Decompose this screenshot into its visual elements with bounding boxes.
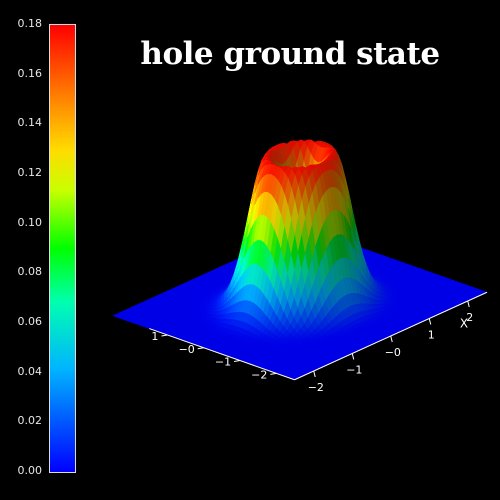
x-tick-label: −0 — [385, 346, 401, 359]
y-axis-tick — [197, 347, 204, 350]
x-tick-label: 2 — [466, 311, 473, 324]
colorbar-tick-label: 0.04 — [17, 364, 43, 378]
y-axis-tick — [161, 334, 168, 337]
colorbar-tick-label: 0.12 — [17, 166, 43, 179]
colorbar — [49, 24, 76, 473]
y-axis-tick — [233, 360, 241, 363]
axes: −2 −1 −0 1 2X −2 −1 −0 1 — [149, 291, 488, 394]
x-tick-label: 1 — [428, 329, 435, 342]
colorbar-tick-label: 0.02 — [17, 414, 43, 428]
colorbar-tick-label: 0.08 — [17, 265, 43, 279]
x-axis-tick — [467, 300, 470, 308]
x-axis-tick — [313, 370, 316, 378]
colorbar-tick-label: 0.14 — [17, 116, 43, 130]
colorbar-tick-label: 0.10 — [17, 215, 43, 229]
surface-mesh — [112, 139, 488, 381]
x-axis-tick — [390, 335, 393, 343]
colorbar-tick-label: 0.16 — [17, 66, 43, 80]
y-tick-label: −2 — [251, 368, 267, 381]
x-axis-tick — [351, 353, 355, 360]
y-tick-label: 1 — [151, 330, 158, 343]
colorbar-tick-label: 0.00 — [17, 464, 43, 477]
x-tick-label: −1 — [346, 364, 362, 377]
chart-title: hole ground state — [140, 36, 440, 72]
x-axis-label: X — [460, 317, 468, 331]
colorbar-tick-label: 0.06 — [17, 315, 43, 328]
y-axis-line — [149, 328, 295, 381]
x-tick-label: −2 — [308, 381, 324, 394]
y-tick-label: −1 — [215, 356, 231, 369]
x-axis-tick — [428, 318, 432, 325]
colorbar-tick-label: 0.18 — [17, 17, 43, 30]
y-axis-tick — [270, 372, 277, 375]
y-tick-label: −0 — [179, 343, 195, 356]
